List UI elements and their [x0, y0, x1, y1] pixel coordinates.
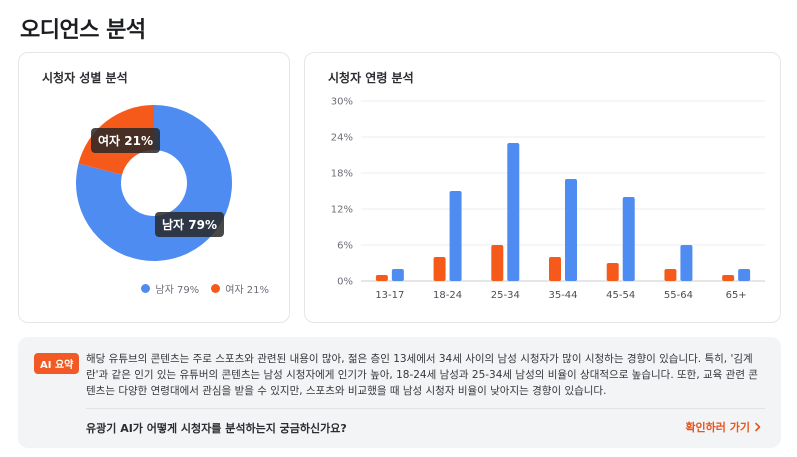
- bar-65+-orange: [722, 275, 735, 281]
- ai-question: 유광기 AI가 어떻게 시청자를 분석하는지 궁금하신가요?: [86, 422, 347, 435]
- gender-card: 시청자 성별 분석 여자 21% 남자 79% 남자 79% 여자 21%: [18, 52, 290, 323]
- chevron-right-icon: [755, 422, 761, 432]
- ai-badge: AI 요약: [34, 353, 80, 374]
- y-tick-label: 0%: [337, 277, 353, 288]
- page-title: 오디언스 분석: [20, 18, 146, 43]
- x-tick-label: 65+: [726, 290, 747, 301]
- ai-summary-box: AI 요약 해당 유튜브의 콘텐츠는 주로 스포츠와 관련된 내용이 많아, 젊…: [18, 337, 781, 448]
- check-link[interactable]: 확인하러 가기: [685, 419, 763, 435]
- y-tick-label: 30%: [331, 97, 353, 108]
- legend-male-dot: [141, 284, 151, 293]
- bar-55-64-blue: [680, 245, 693, 281]
- bar-13-17-orange: [375, 275, 388, 281]
- y-tick-label: 6%: [337, 241, 353, 252]
- male-tooltip: 남자 79%: [155, 212, 224, 237]
- legend-female-dot: [211, 284, 221, 293]
- bar-25-34-orange: [491, 245, 504, 281]
- ai-summary-text: 해당 유튜브의 콘텐츠는 주로 스포츠와 관련된 내용이 많아, 젊은 층인 1…: [86, 353, 758, 397]
- divider: [86, 408, 765, 409]
- legend-male: 남자 79%: [141, 281, 199, 296]
- age-bar-chart: 0% 6% 12% 18% 24% 30% 13-17 18-24 25-34 35-44 45-5…: [331, 97, 765, 301]
- gender-card-title: 시청자 성별 분석: [42, 71, 128, 85]
- bar-35-44-orange: [549, 257, 561, 281]
- bar-55-64-orange: [664, 269, 677, 281]
- x-tick-label: 35-44: [548, 290, 577, 301]
- x-tick-label: 13-17: [375, 290, 404, 301]
- age-card: 시청자 연령 분석 0% 6% 12% 18% 24% 30% 13-17 18-24 25-3…: [304, 52, 781, 323]
- gender-legend: 남자 79% 여자 21%: [141, 281, 269, 296]
- bar-45-54-orange: [606, 263, 619, 281]
- x-tick-label: 55-64: [664, 290, 693, 301]
- bar-18-24-blue: [449, 191, 462, 281]
- age-card-title: 시청자 연령 분석: [328, 71, 414, 85]
- legend-female-label: 여자 21%: [225, 285, 269, 296]
- bar-18-24-orange: [433, 257, 446, 281]
- bar-35-44-blue: [565, 179, 577, 281]
- check-link-label: 확인하러 가기: [685, 421, 750, 434]
- bar-45-54-blue: [622, 197, 635, 281]
- female-tooltip: 여자 21%: [91, 128, 160, 153]
- legend-female: 여자 21%: [211, 281, 269, 296]
- y-tick-label: 18%: [331, 169, 353, 180]
- x-tick-label: 45-54: [606, 290, 635, 301]
- y-tick-label: 24%: [331, 133, 353, 144]
- bar-13-17-blue: [391, 269, 404, 281]
- x-tick-label: 18-24: [433, 290, 462, 301]
- y-tick-label: 12%: [331, 205, 353, 216]
- bar-25-34-blue: [507, 143, 520, 281]
- x-tick-label: 25-34: [491, 290, 520, 301]
- bar-65+-blue: [738, 269, 751, 281]
- legend-male-label: 남자 79%: [155, 285, 200, 296]
